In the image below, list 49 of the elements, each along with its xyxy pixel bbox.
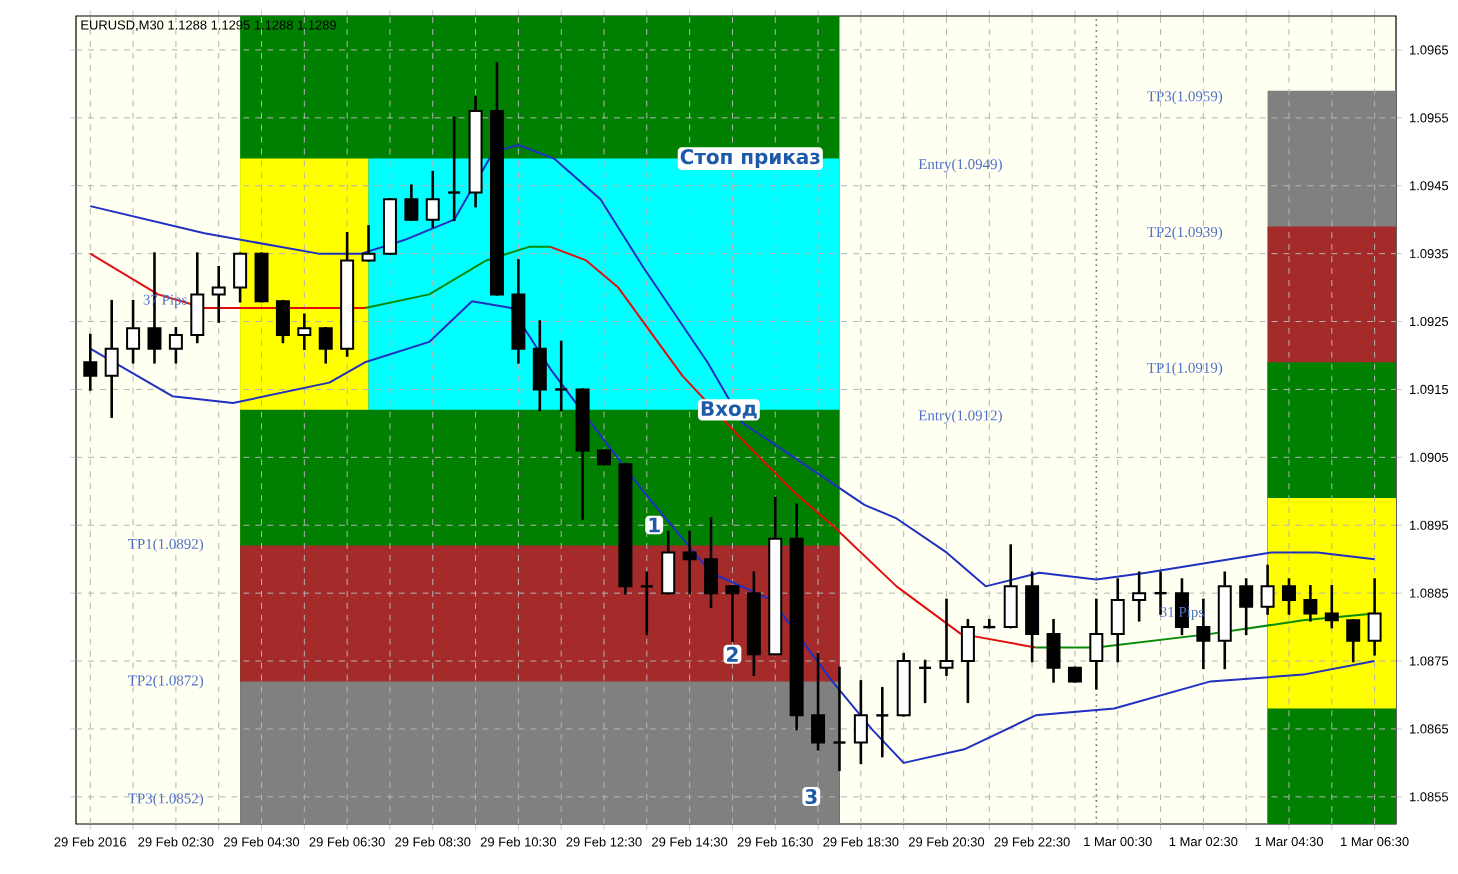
candlestick xyxy=(1046,619,1061,683)
candlestick xyxy=(1303,585,1318,622)
candlestick xyxy=(446,116,462,221)
candlestick xyxy=(1346,619,1361,663)
candlestick xyxy=(1260,564,1275,615)
candlestick xyxy=(1239,578,1254,636)
candlestick xyxy=(682,530,697,595)
candlestick xyxy=(725,585,740,642)
candlestick xyxy=(960,619,975,704)
candlestick xyxy=(1110,578,1125,663)
candlestick xyxy=(318,327,333,364)
candlestick xyxy=(1367,578,1382,656)
candlestick xyxy=(104,299,119,418)
annotation: 1 xyxy=(649,517,660,533)
candlestick xyxy=(832,666,847,771)
candlestick xyxy=(297,313,312,350)
candlestick xyxy=(83,333,98,391)
candlestick xyxy=(875,686,890,758)
annotation: 2 xyxy=(727,646,738,662)
candlestick xyxy=(1003,544,1018,629)
annotation: Стоп приказ xyxy=(680,149,820,169)
candlestick xyxy=(1132,571,1147,622)
annotation: Вход xyxy=(701,401,757,419)
candlestick xyxy=(1281,578,1296,615)
candlestick xyxy=(404,184,419,221)
candlestick xyxy=(853,680,868,765)
candlestick xyxy=(704,517,719,609)
candlestick xyxy=(168,327,183,364)
candlestick xyxy=(939,598,954,676)
candlestick xyxy=(1324,585,1339,629)
candlestick xyxy=(254,252,269,303)
candlestick xyxy=(661,530,676,595)
candlestick xyxy=(233,252,248,303)
candlestick xyxy=(1089,598,1104,690)
candlestick xyxy=(811,652,826,751)
candlestick xyxy=(639,571,655,636)
candlestick xyxy=(425,170,440,228)
candlestick xyxy=(211,265,226,323)
candlestick xyxy=(275,299,290,344)
candlestick xyxy=(554,340,569,412)
annotation: 3 xyxy=(805,788,817,805)
candlestick xyxy=(532,320,547,412)
line-series xyxy=(89,144,1376,588)
candlestick xyxy=(361,225,376,262)
candlestick xyxy=(190,252,205,344)
candlestick xyxy=(126,299,141,364)
candlestick xyxy=(147,252,162,364)
line-series xyxy=(363,245,552,309)
candlestick xyxy=(1025,571,1040,663)
